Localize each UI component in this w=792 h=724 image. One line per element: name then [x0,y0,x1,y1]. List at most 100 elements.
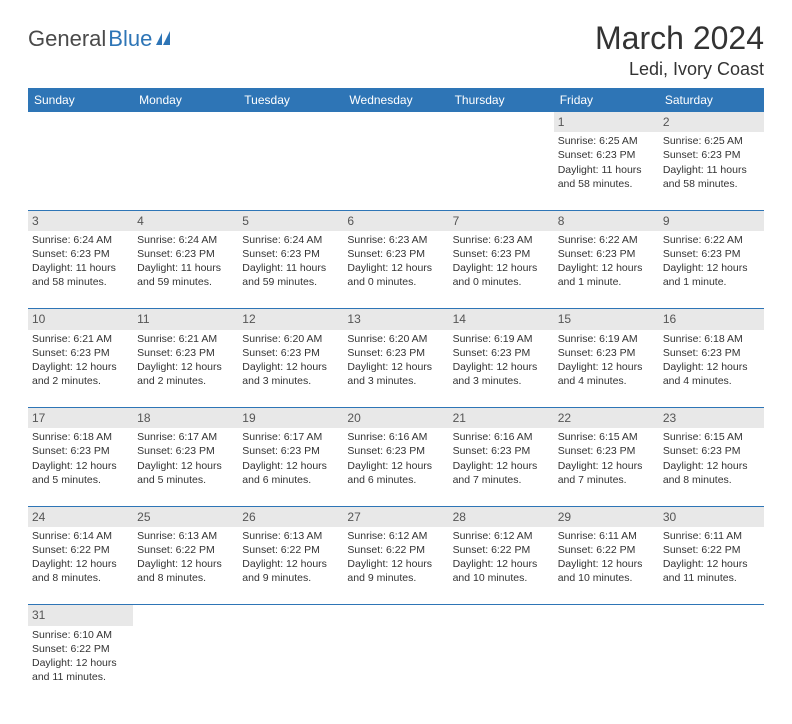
daylight-text: Daylight: 12 hours and 4 minutes. [558,360,655,388]
sunrise-text: Sunrise: 6:22 AM [558,233,655,247]
weekday-header: Wednesday [343,88,448,112]
day-cell: Sunrise: 6:19 AMSunset: 6:23 PMDaylight:… [449,330,554,408]
sunrise-text: Sunrise: 6:18 AM [663,332,760,346]
daylight-text: Daylight: 12 hours and 0 minutes. [453,261,550,289]
day-number: 25 [137,510,150,524]
daylight-text: Daylight: 11 hours and 58 minutes. [663,163,760,191]
daylight-text: Daylight: 12 hours and 9 minutes. [347,557,444,585]
daylight-text: Daylight: 11 hours and 59 minutes. [242,261,339,289]
daylight-text: Daylight: 12 hours and 11 minutes. [663,557,760,585]
daylight-text: Daylight: 12 hours and 4 minutes. [663,360,760,388]
daynum-cell [28,112,133,132]
day-content-row: Sunrise: 6:21 AMSunset: 6:23 PMDaylight:… [28,330,764,408]
day-cell: Sunrise: 6:25 AMSunset: 6:23 PMDaylight:… [554,132,659,210]
daynum-cell: 15 [554,309,659,330]
daylight-text: Daylight: 12 hours and 2 minutes. [32,360,129,388]
day-content-row: Sunrise: 6:14 AMSunset: 6:22 PMDaylight:… [28,527,764,605]
logo: GeneralBlue [28,26,176,52]
daylight-text: Daylight: 12 hours and 6 minutes. [242,459,339,487]
day-number: 20 [347,411,360,425]
daylight-text: Daylight: 12 hours and 1 minute. [663,261,760,289]
location: Ledi, Ivory Coast [595,59,764,80]
sunset-text: Sunset: 6:23 PM [242,247,339,261]
sunset-text: Sunset: 6:23 PM [663,247,760,261]
sunrise-text: Sunrise: 6:11 AM [663,529,760,543]
daynum-cell [133,112,238,132]
day-number: 10 [32,312,45,326]
day-cell [238,626,343,704]
sunset-text: Sunset: 6:23 PM [453,346,550,360]
daylight-text: Daylight: 12 hours and 5 minutes. [32,459,129,487]
daylight-text: Daylight: 12 hours and 7 minutes. [558,459,655,487]
daynum-cell: 22 [554,408,659,429]
day-cell: Sunrise: 6:10 AMSunset: 6:22 PMDaylight:… [28,626,133,704]
sunset-text: Sunset: 6:22 PM [347,543,444,557]
day-number: 11 [137,312,149,326]
daylight-text: Daylight: 12 hours and 3 minutes. [242,360,339,388]
sunset-text: Sunset: 6:23 PM [453,444,550,458]
sunrise-text: Sunrise: 6:19 AM [453,332,550,346]
calendar-body: 12Sunrise: 6:25 AMSunset: 6:23 PMDayligh… [28,112,764,704]
daynum-cell: 27 [343,506,448,527]
daynum-row: 3456789 [28,210,764,231]
day-number: 5 [242,214,249,228]
daylight-text: Daylight: 12 hours and 10 minutes. [453,557,550,585]
daynum-cell [659,605,764,626]
daynum-cell [238,112,343,132]
day-cell: Sunrise: 6:21 AMSunset: 6:23 PMDaylight:… [133,330,238,408]
daynum-cell: 23 [659,408,764,429]
sunset-text: Sunset: 6:23 PM [558,346,655,360]
sunrise-text: Sunrise: 6:18 AM [32,430,129,444]
sunset-text: Sunset: 6:23 PM [32,346,129,360]
daylight-text: Daylight: 12 hours and 8 minutes. [32,557,129,585]
sunrise-text: Sunrise: 6:24 AM [32,233,129,247]
daynum-cell: 13 [343,309,448,330]
day-number: 7 [453,214,460,228]
daynum-cell: 26 [238,506,343,527]
daynum-cell: 30 [659,506,764,527]
flag-icon [156,31,176,47]
day-number: 8 [558,214,565,228]
sunrise-text: Sunrise: 6:13 AM [137,529,234,543]
daylight-text: Daylight: 12 hours and 6 minutes. [347,459,444,487]
sunrise-text: Sunrise: 6:20 AM [242,332,339,346]
sunrise-text: Sunrise: 6:13 AM [242,529,339,543]
daylight-text: Daylight: 11 hours and 58 minutes. [32,261,129,289]
sunset-text: Sunset: 6:22 PM [663,543,760,557]
day-cell [343,626,448,704]
day-number: 15 [558,312,571,326]
weekday-header: Tuesday [238,88,343,112]
weekday-header-row: Sunday Monday Tuesday Wednesday Thursday… [28,88,764,112]
daynum-cell: 10 [28,309,133,330]
day-cell: Sunrise: 6:20 AMSunset: 6:23 PMDaylight:… [238,330,343,408]
day-number: 23 [663,411,676,425]
day-number: 27 [347,510,360,524]
day-cell: Sunrise: 6:19 AMSunset: 6:23 PMDaylight:… [554,330,659,408]
daynum-cell [449,605,554,626]
daynum-cell: 6 [343,210,448,231]
daynum-cell: 25 [133,506,238,527]
day-cell: Sunrise: 6:15 AMSunset: 6:23 PMDaylight:… [554,428,659,506]
day-cell: Sunrise: 6:18 AMSunset: 6:23 PMDaylight:… [28,428,133,506]
day-cell: Sunrise: 6:23 AMSunset: 6:23 PMDaylight:… [343,231,448,309]
day-cell: Sunrise: 6:12 AMSunset: 6:22 PMDaylight:… [449,527,554,605]
sunset-text: Sunset: 6:23 PM [137,346,234,360]
sunset-text: Sunset: 6:23 PM [663,444,760,458]
weekday-header: Thursday [449,88,554,112]
day-cell: Sunrise: 6:24 AMSunset: 6:23 PMDaylight:… [133,231,238,309]
day-cell: Sunrise: 6:13 AMSunset: 6:22 PMDaylight:… [133,527,238,605]
day-cell: Sunrise: 6:22 AMSunset: 6:23 PMDaylight:… [659,231,764,309]
daylight-text: Daylight: 11 hours and 59 minutes. [137,261,234,289]
day-cell: Sunrise: 6:17 AMSunset: 6:23 PMDaylight:… [238,428,343,506]
sunset-text: Sunset: 6:22 PM [32,543,129,557]
day-cell [238,132,343,210]
sunrise-text: Sunrise: 6:17 AM [242,430,339,444]
daynum-cell: 12 [238,309,343,330]
title-block: March 2024 Ledi, Ivory Coast [595,20,764,80]
day-cell: Sunrise: 6:15 AMSunset: 6:23 PMDaylight:… [659,428,764,506]
sunrise-text: Sunrise: 6:25 AM [558,134,655,148]
day-number: 3 [32,214,39,228]
day-number: 16 [663,312,676,326]
sunset-text: Sunset: 6:23 PM [32,247,129,261]
daynum-cell: 31 [28,605,133,626]
